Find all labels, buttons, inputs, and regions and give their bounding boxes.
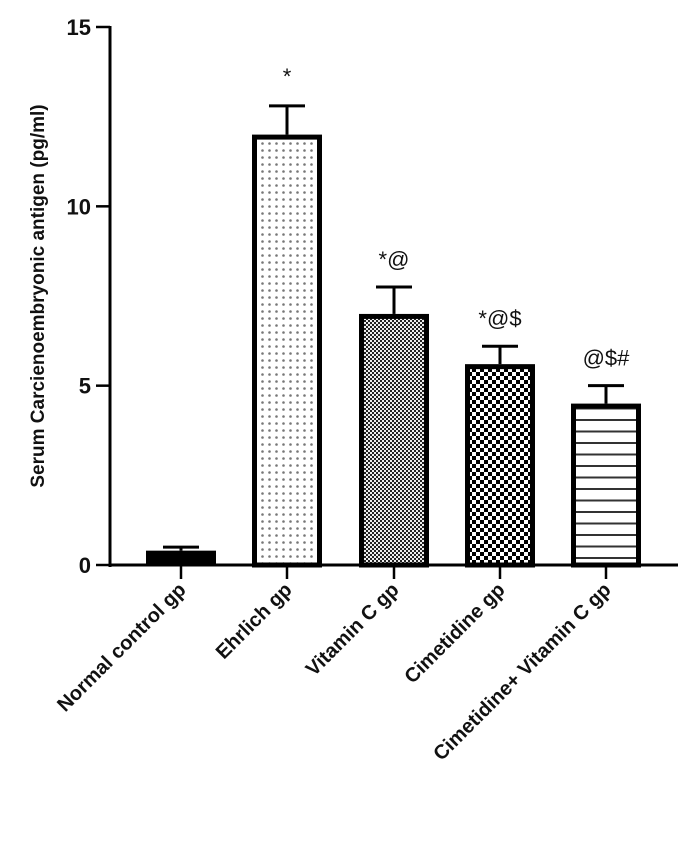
bar-4 <box>465 344 535 568</box>
y-tick-label: 10 <box>67 194 91 219</box>
bars <box>146 104 641 568</box>
significance-annotation: * <box>283 64 292 89</box>
bar-1 <box>146 545 216 565</box>
y-axis-title: Serum Carcienoembryonic antigen (pg/ml) <box>28 104 49 487</box>
y-axis: 0 5 10 15 Serum Carcienoembryonic antigen (p… <box>28 15 112 578</box>
y-tick-label: 0 <box>79 553 91 578</box>
y-tick-label: 15 <box>67 15 91 40</box>
labels: Normal control gp * Ehrlich gp *@ Vitamin C … <box>53 64 630 765</box>
y-tick-label: 5 <box>79 374 91 399</box>
bar-5 <box>571 384 641 568</box>
category-label: Normal control gp <box>53 579 190 716</box>
category-label: Cimetidine gp <box>400 579 509 688</box>
significance-annotation: *@ <box>379 247 410 272</box>
bar-3 <box>359 285 429 568</box>
significance-annotation: @$# <box>583 346 631 371</box>
category-label: Cimetidine+ Vitamin C gp <box>429 579 615 765</box>
bar-2 <box>252 104 322 568</box>
significance-annotation: *@$ <box>478 306 521 331</box>
category-label: Vitamin C gp <box>302 579 404 681</box>
category-label: Ehrlich gp <box>212 579 297 664</box>
